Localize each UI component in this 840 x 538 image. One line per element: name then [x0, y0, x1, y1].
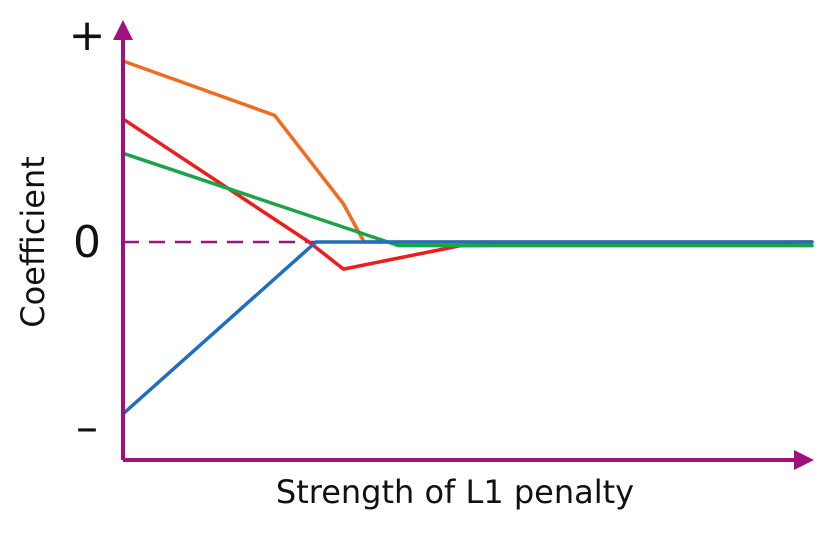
series-group [121, 59, 814, 416]
series-line-4 [121, 240, 814, 416]
y-axis-label: Coefficient [14, 156, 52, 328]
x-axis-label: Strength of L1 penalty [276, 473, 634, 511]
y-tick-plus: + [69, 10, 106, 61]
y-tick-zero: 0 [73, 217, 101, 268]
series-line-1 [121, 59, 814, 244]
series-line-3 [121, 151, 814, 248]
y-tick-minus: – [76, 402, 98, 453]
